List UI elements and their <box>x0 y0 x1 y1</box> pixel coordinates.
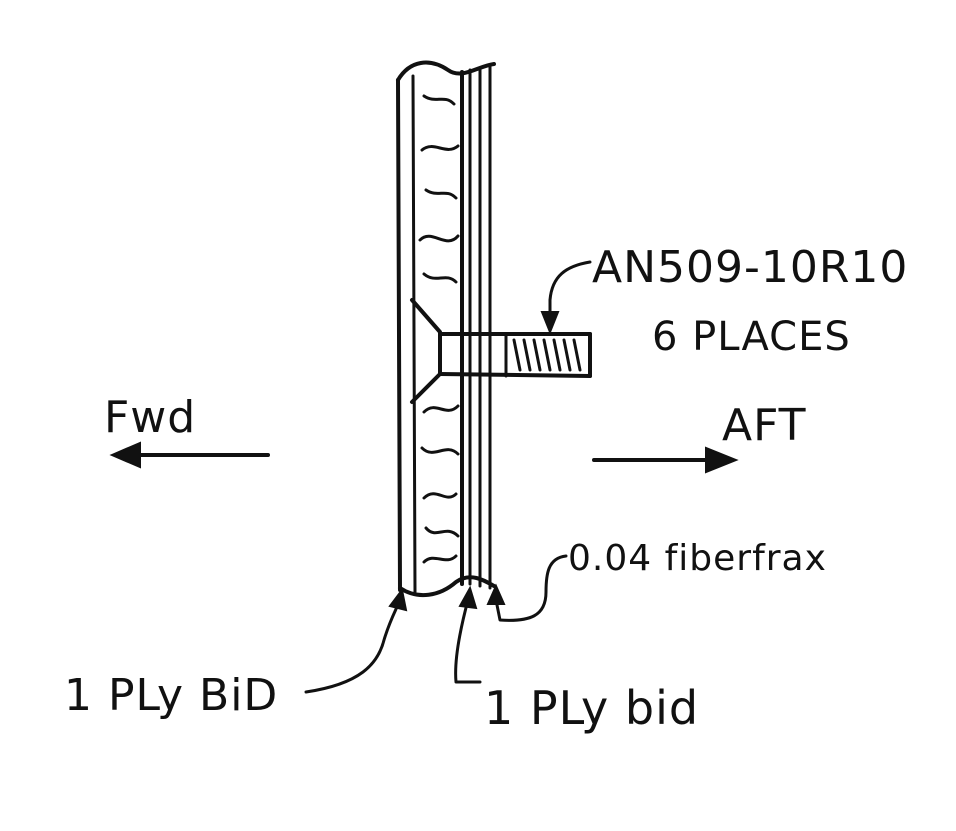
fiberfrax-leader <box>494 554 568 622</box>
forward-label: Fwd <box>104 392 196 443</box>
inner-ply-leader <box>454 598 482 684</box>
aft-arrow-icon <box>705 446 739 474</box>
bottom-break-line <box>398 575 496 598</box>
fastener-leader <box>548 260 592 328</box>
fastener-arrowhead <box>540 311 560 335</box>
forward-indicator: Fwd <box>104 392 270 469</box>
screw-head <box>410 298 442 404</box>
forward-arrow-icon <box>109 441 141 469</box>
inner-ply-arrowhead <box>458 585 478 610</box>
outer-ply-line-right <box>411 74 417 594</box>
core-grain-marks <box>418 94 460 564</box>
outer-ply-line-left <box>396 78 402 592</box>
outer-ply-arrowhead <box>388 587 408 612</box>
inner-ply-label: 1 PLy bid <box>484 681 699 735</box>
aft-indicator: AFT <box>592 400 807 474</box>
outer-ply-label: 1 PLy BiD <box>64 670 278 721</box>
fiberfrax-arrowhead <box>486 583 506 605</box>
aft-label: AFT <box>722 400 807 451</box>
fastener-qty-label: 6 PLACES <box>652 314 851 360</box>
firewall-laminate <box>396 60 496 598</box>
fastener-part-label: AN509-10R10 <box>592 242 908 293</box>
screw-shank-bottom <box>438 372 592 378</box>
screw-threads <box>512 338 582 372</box>
outer-ply-leader <box>304 598 402 694</box>
insulation-label: 0.04 fiberfrax <box>568 538 827 579</box>
countersunk-screw <box>410 298 592 404</box>
